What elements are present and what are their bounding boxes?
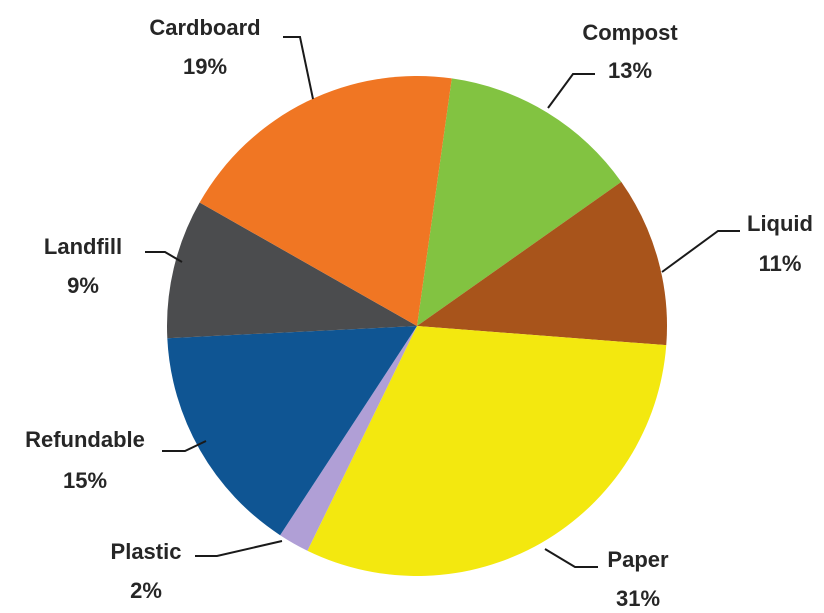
slice-value-cardboard: 19%	[183, 54, 227, 79]
slice-value-refundable: 15%	[63, 468, 107, 493]
leader-line-paper	[544, 548, 598, 568]
slice-label-paper: Paper	[607, 547, 669, 572]
slice-labels: Compost 13% Liquid 11% Paper 31% Plastic 2% Refu…	[25, 15, 813, 611]
leader-lines	[145, 36, 740, 568]
slice-label-compost: Compost	[582, 20, 678, 45]
pie-slice-liquid	[417, 181, 667, 346]
leader-line-landfill	[145, 251, 183, 263]
slice-label-plastic: Plastic	[111, 539, 182, 564]
pie-slice-plastic	[280, 326, 417, 551]
pie-slice-compost	[417, 78, 622, 327]
slice-value-paper: 31%	[616, 586, 660, 611]
slice-label-cardboard: Cardboard	[149, 15, 260, 40]
slice-value-compost: 13%	[608, 58, 652, 83]
leader-line-refundable	[162, 440, 207, 452]
leader-line-cardboard	[283, 36, 314, 100]
slice-value-landfill: 9%	[67, 273, 99, 298]
leader-line-liquid	[661, 230, 740, 273]
pie-slice-cardboard	[199, 75, 452, 326]
slice-label-refundable: Refundable	[25, 427, 145, 452]
pie-slice-refundable	[167, 326, 417, 536]
pie-slice-paper	[307, 326, 667, 576]
slice-value-liquid: 11%	[759, 251, 802, 276]
slice-label-landfill: Landfill	[44, 234, 122, 259]
pie-slice-landfill	[167, 202, 417, 339]
slice-value-plastic: 2%	[130, 578, 162, 603]
leader-line-plastic	[195, 540, 283, 557]
pie-slices	[167, 75, 667, 576]
slice-label-liquid: Liquid	[747, 211, 813, 236]
leader-line-compost	[547, 73, 595, 109]
